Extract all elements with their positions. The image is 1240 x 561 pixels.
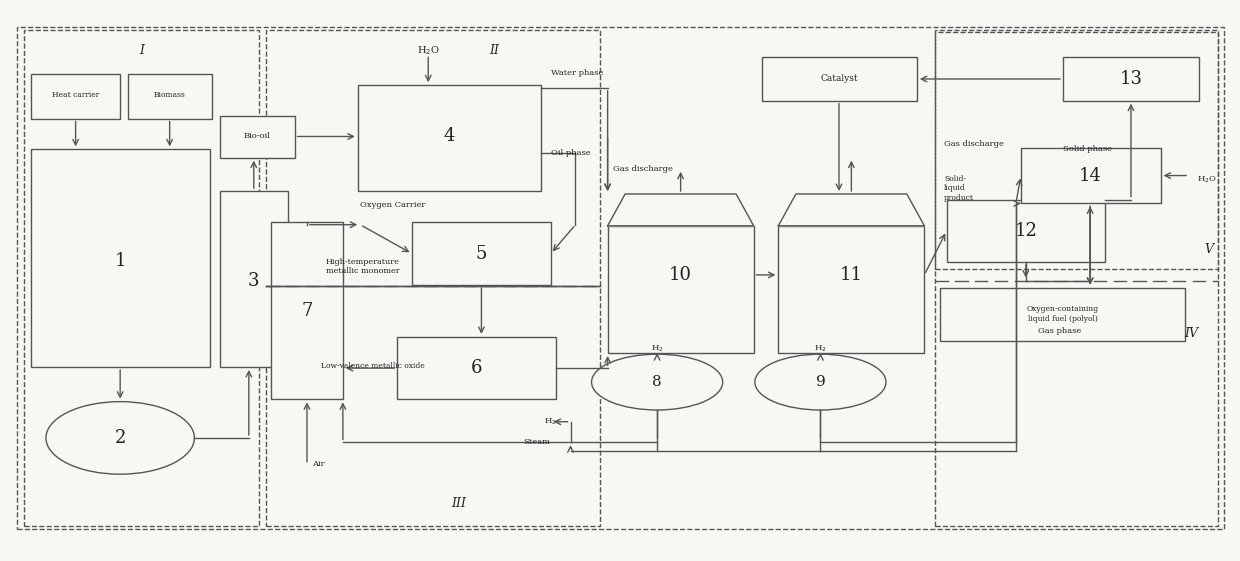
Text: Gas discharge: Gas discharge xyxy=(944,140,1004,148)
Text: Solid-
liquid
product: Solid- liquid product xyxy=(944,175,975,201)
Text: Air: Air xyxy=(311,459,325,468)
Text: 2: 2 xyxy=(114,429,125,447)
FancyBboxPatch shape xyxy=(608,226,754,353)
Text: 6: 6 xyxy=(471,359,482,377)
FancyBboxPatch shape xyxy=(221,116,295,158)
Text: Biomass: Biomass xyxy=(154,91,186,99)
Text: Low-valence metallic oxide: Low-valence metallic oxide xyxy=(321,362,424,370)
Text: Catalyst: Catalyst xyxy=(820,75,858,84)
Text: Oxygen Carrier: Oxygen Carrier xyxy=(360,201,425,209)
Text: 12: 12 xyxy=(1014,222,1037,240)
FancyBboxPatch shape xyxy=(940,288,1185,341)
FancyBboxPatch shape xyxy=(357,85,541,191)
Text: 1: 1 xyxy=(114,252,126,270)
FancyBboxPatch shape xyxy=(779,226,924,353)
Text: Solid phase: Solid phase xyxy=(1063,145,1112,153)
Text: Gas phase: Gas phase xyxy=(1038,327,1081,335)
Text: Bio-oil: Bio-oil xyxy=(244,132,272,140)
Text: 10: 10 xyxy=(670,266,692,284)
FancyBboxPatch shape xyxy=(397,337,556,399)
Text: H$_2$: H$_2$ xyxy=(544,416,557,427)
Text: 14: 14 xyxy=(1079,167,1101,185)
Text: H$_2$O: H$_2$O xyxy=(417,44,439,57)
Text: Oxygen-containing
liquid fuel (polyol): Oxygen-containing liquid fuel (polyol) xyxy=(1027,305,1099,323)
Text: V: V xyxy=(1204,243,1214,256)
Text: 11: 11 xyxy=(839,266,863,284)
Text: Water phase: Water phase xyxy=(551,69,603,77)
Text: H$_2$O: H$_2$O xyxy=(1197,175,1216,185)
Text: 7: 7 xyxy=(301,302,312,320)
FancyBboxPatch shape xyxy=(763,57,916,101)
FancyBboxPatch shape xyxy=(1021,148,1161,204)
Ellipse shape xyxy=(755,354,887,410)
FancyBboxPatch shape xyxy=(272,222,343,399)
Text: 4: 4 xyxy=(444,127,455,145)
FancyBboxPatch shape xyxy=(31,74,120,118)
Text: Gas discharge: Gas discharge xyxy=(613,165,672,173)
FancyBboxPatch shape xyxy=(946,200,1105,262)
Polygon shape xyxy=(608,194,754,226)
Text: Heat carrier: Heat carrier xyxy=(52,91,99,99)
Ellipse shape xyxy=(46,402,195,474)
FancyBboxPatch shape xyxy=(221,191,289,367)
Text: H$_2$: H$_2$ xyxy=(815,343,827,354)
Ellipse shape xyxy=(591,354,723,410)
Text: 5: 5 xyxy=(476,245,487,263)
Text: 3: 3 xyxy=(248,272,259,289)
Text: I: I xyxy=(139,44,144,57)
Text: Steam: Steam xyxy=(523,438,551,447)
Text: Oil phase: Oil phase xyxy=(551,149,590,157)
FancyBboxPatch shape xyxy=(31,149,211,367)
Text: IV: IV xyxy=(1184,327,1199,340)
Text: H$_2$: H$_2$ xyxy=(651,343,663,354)
Text: 8: 8 xyxy=(652,375,662,389)
Text: III: III xyxy=(451,497,466,511)
FancyBboxPatch shape xyxy=(1063,57,1199,101)
Polygon shape xyxy=(779,194,924,226)
FancyBboxPatch shape xyxy=(128,74,212,118)
Text: 13: 13 xyxy=(1120,70,1142,88)
Text: 9: 9 xyxy=(816,375,826,389)
Text: High-temperature
metallic monomer: High-temperature metallic monomer xyxy=(326,258,399,275)
FancyBboxPatch shape xyxy=(412,223,551,285)
Text: II: II xyxy=(489,44,498,57)
